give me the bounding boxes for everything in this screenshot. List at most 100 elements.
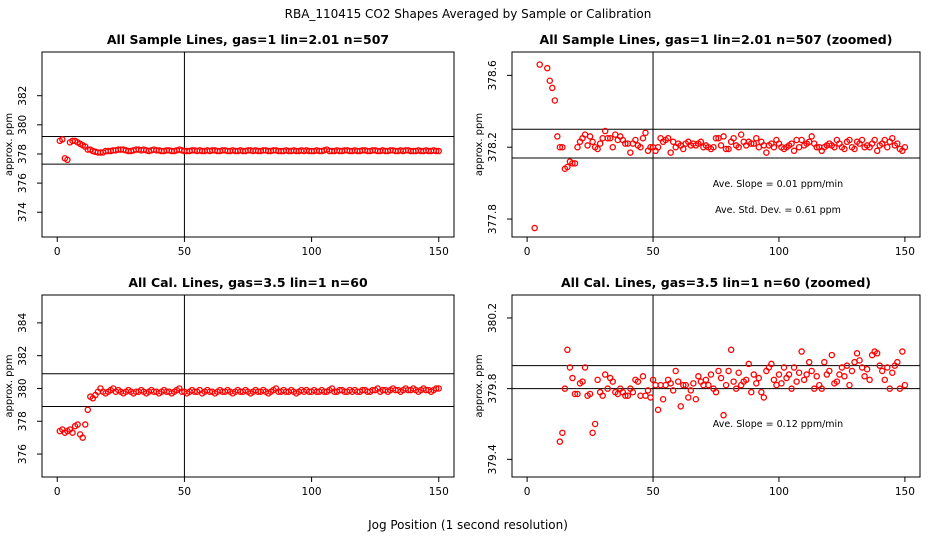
data-point bbox=[795, 369, 803, 376]
x-tick-label: 100 bbox=[302, 486, 322, 498]
data-point bbox=[685, 394, 692, 401]
x-tick-label: 100 bbox=[302, 246, 322, 258]
data-point bbox=[692, 396, 700, 403]
data-point bbox=[574, 390, 581, 398]
x-tick-label: 150 bbox=[429, 246, 449, 258]
annotation: Ave. Slope = 0.12 ppm/min bbox=[713, 419, 843, 430]
data-point bbox=[697, 138, 705, 146]
y-axis-label: approx. ppm bbox=[474, 113, 485, 176]
plot-frame bbox=[41, 294, 455, 478]
data-point bbox=[569, 374, 576, 382]
data-point bbox=[770, 376, 778, 384]
plot-frame bbox=[511, 51, 921, 238]
data-point bbox=[654, 143, 662, 151]
data-point bbox=[863, 365, 871, 373]
x-tick-label: 150 bbox=[895, 246, 915, 258]
y-tick-label: 380 bbox=[17, 378, 29, 398]
data-point bbox=[821, 358, 828, 366]
data-point bbox=[826, 367, 833, 375]
data-point bbox=[748, 140, 755, 147]
y-axis-label: approx. ppm bbox=[474, 354, 485, 417]
data-point bbox=[79, 434, 86, 441]
data-point bbox=[735, 143, 742, 151]
data-point bbox=[604, 385, 611, 392]
data-point bbox=[659, 396, 667, 403]
data-point bbox=[775, 371, 783, 378]
data-point bbox=[622, 392, 629, 399]
y-tick-label: 378 bbox=[17, 411, 29, 431]
data-point bbox=[589, 429, 596, 437]
chart-title: All Cal. Lines, gas=3.5 lin=1 n=60 (zoom… bbox=[561, 275, 871, 290]
data-point bbox=[805, 358, 813, 366]
data-point bbox=[680, 381, 687, 389]
data-point bbox=[569, 160, 576, 167]
data-point bbox=[594, 376, 601, 384]
data-point bbox=[59, 136, 66, 143]
data-point bbox=[609, 378, 616, 385]
data-point bbox=[664, 134, 672, 142]
y-tick-label: 379.4 bbox=[487, 444, 499, 474]
chart-panel-3: All Cal. Lines, gas=3.5 lin=1 n=60 approx… bbox=[4, 275, 455, 498]
data-point bbox=[432, 385, 440, 392]
data-point bbox=[858, 136, 866, 144]
data-point bbox=[720, 133, 727, 140]
x-tick-label: 150 bbox=[895, 486, 915, 498]
data-point bbox=[722, 381, 730, 389]
data-point bbox=[808, 133, 815, 140]
data-point bbox=[846, 136, 853, 144]
data-point bbox=[717, 142, 725, 149]
data-point bbox=[682, 381, 690, 389]
chart-title: All Sample Lines, gas=1 lin=2.01 n=507 (… bbox=[540, 32, 893, 47]
data-point bbox=[606, 134, 614, 142]
y-tick-label: 378.6 bbox=[487, 60, 499, 90]
x-tick-label: 0 bbox=[524, 486, 531, 498]
data-point bbox=[856, 357, 863, 364]
data-point bbox=[551, 97, 559, 104]
data-point bbox=[674, 378, 682, 385]
data-point bbox=[758, 388, 765, 396]
data-point bbox=[753, 134, 760, 142]
data-point bbox=[871, 136, 878, 144]
data-point bbox=[831, 143, 838, 151]
data-point bbox=[591, 420, 599, 428]
y-tick-label: 382 bbox=[17, 346, 29, 366]
data-point bbox=[672, 367, 679, 375]
data-point bbox=[559, 143, 566, 151]
data-point bbox=[727, 346, 735, 354]
chart-panel-4: All Cal. Lines, gas=3.5 lin=1 n=60 (zoom… bbox=[474, 275, 921, 498]
data-point bbox=[790, 364, 798, 371]
annotation: Ave. Std. Dev. = 0.61 ppm bbox=[715, 205, 841, 216]
data-point bbox=[715, 367, 722, 375]
data-point bbox=[846, 381, 853, 389]
data-point bbox=[601, 127, 609, 135]
data-point bbox=[763, 149, 770, 156]
data-point bbox=[790, 147, 798, 155]
data-point bbox=[853, 350, 861, 357]
chart-panel-2: All Sample Lines, gas=1 lin=2.01 n=507 (… bbox=[474, 32, 921, 258]
data-point bbox=[798, 348, 805, 355]
data-point bbox=[564, 163, 571, 171]
data-point bbox=[622, 140, 629, 147]
data-point bbox=[69, 429, 76, 436]
y-tick-label: 376 bbox=[17, 173, 29, 193]
data-point bbox=[579, 378, 586, 385]
data-point bbox=[778, 380, 785, 387]
data-point bbox=[556, 438, 564, 445]
data-point bbox=[717, 374, 725, 382]
data-point bbox=[556, 143, 564, 151]
x-tick-label: 0 bbox=[54, 246, 61, 258]
y-tick-label: 377.8 bbox=[487, 204, 499, 234]
data-point bbox=[64, 156, 71, 164]
y-tick-label: 384 bbox=[17, 313, 29, 333]
data-point bbox=[848, 367, 856, 375]
data-point bbox=[873, 147, 881, 155]
data-point bbox=[586, 390, 594, 398]
data-point bbox=[803, 371, 810, 378]
y-tick-label: 379.8 bbox=[487, 374, 499, 404]
data-point bbox=[74, 421, 81, 428]
data-point bbox=[833, 378, 841, 385]
data-point bbox=[642, 129, 649, 137]
y-axis-label: approx. ppm bbox=[4, 354, 15, 417]
data-point bbox=[594, 145, 601, 153]
data-point bbox=[647, 143, 654, 151]
